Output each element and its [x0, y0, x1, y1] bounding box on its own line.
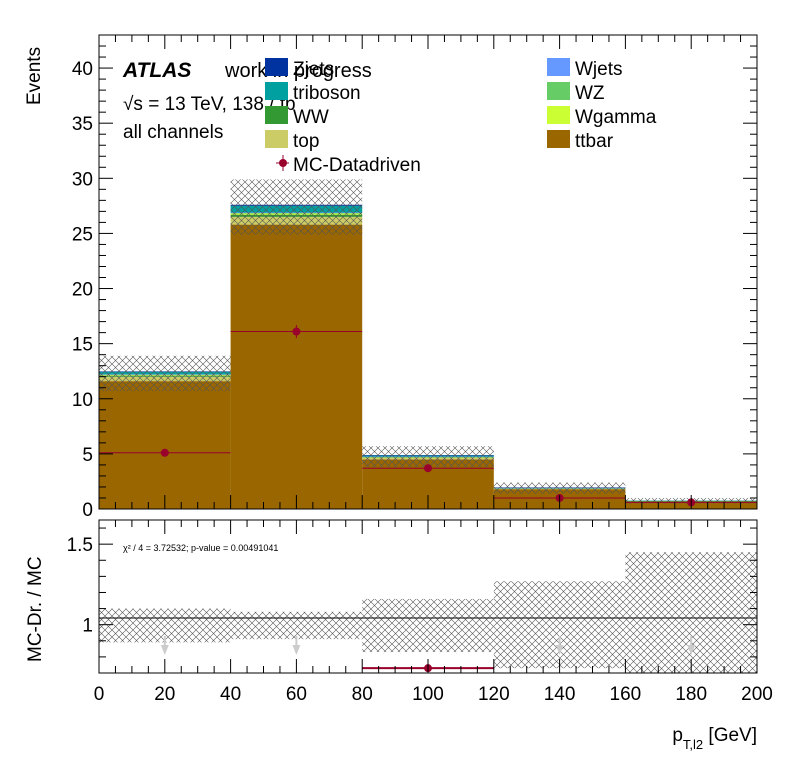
legend-swatch-top — [265, 130, 288, 148]
xtick-label: 40 — [220, 684, 241, 705]
legend-swatch-Wjets — [547, 58, 570, 76]
ratio-band-bin-3 — [493, 581, 626, 669]
legend-swatch-ttbar — [547, 130, 570, 148]
legend-label-Wgamma: Wgamma — [575, 107, 657, 128]
xtick-label: 160 — [610, 684, 642, 705]
main-panel: 0 5 10 15 20 25 30 35 40 Events ATLAS work in pr… — [24, 34, 758, 521]
xtick-label: 200 — [741, 684, 773, 705]
main-ytick-label: 5 — [82, 445, 93, 466]
offscale-arrow-head-2 — [555, 645, 564, 655]
legend-swatch-Wgamma — [547, 106, 570, 124]
main-ytick-label: 20 — [72, 280, 93, 301]
legend-label-WZ: WZ — [575, 83, 605, 104]
data-point-0 — [160, 448, 169, 457]
ratio-y-axis-label: MC-Dr. / MC — [25, 556, 46, 662]
chi2-label: χ² / 4 = 3.72532; p-value = 0.00491041 — [123, 543, 278, 553]
legend-swatch-Zjets — [265, 58, 288, 76]
legend-label-top: top — [293, 131, 319, 152]
main-ytick-label: 40 — [72, 59, 93, 80]
xtick-label: 20 — [154, 684, 175, 705]
offscale-arrow-head-0 — [160, 645, 169, 655]
main-ytick-label: 25 — [72, 224, 93, 245]
ratio-band-bin-1 — [230, 611, 363, 640]
ratio-y-axis: 11.5 — [67, 527, 757, 658]
legend-data-marker — [279, 159, 287, 167]
offscale-arrow-head-1 — [292, 645, 301, 655]
uncertainty-bin-3 — [493, 482, 626, 494]
legend-swatch-triboson — [265, 82, 288, 100]
bar-ttbar-bin-1 — [230, 224, 363, 509]
main-ytick-label: 0 — [82, 500, 93, 521]
ratio-ytick-label: 1.5 — [67, 535, 93, 556]
data-point-2 — [424, 464, 432, 473]
uncertainty-bin-0 — [99, 355, 231, 392]
main-ytick-label: 15 — [72, 335, 93, 356]
main-ytick-label: 30 — [72, 169, 93, 190]
x-axis: 0 20 40 60 80 100 120 140 160 180 200 — [94, 520, 773, 705]
legend-label-Zjets: Zjets — [293, 59, 334, 80]
legend-swatch-WW — [265, 106, 288, 124]
ratio-band-bin-2 — [362, 598, 494, 653]
offscale-arrows — [160, 636, 696, 655]
atlas-label: ATLAS — [122, 59, 191, 82]
xtick-label: 80 — [352, 684, 373, 705]
legend-label-Wjets: Wjets — [575, 59, 623, 80]
main-y-axis: 0 5 10 15 20 25 30 35 40 — [72, 45, 757, 521]
xtick-label: 60 — [286, 684, 307, 705]
xtick-label: 180 — [675, 684, 707, 705]
legend-swatch-WZ — [547, 82, 570, 100]
xtick-label: 0 — [94, 684, 105, 705]
xtick-label: 100 — [412, 684, 444, 705]
legend-label-WW: WW — [293, 107, 329, 128]
main-ytick-label: 35 — [72, 114, 93, 135]
channel-label: all channels — [123, 122, 223, 143]
bar-ttbar-bin-0 — [99, 381, 231, 509]
xtick-label: 120 — [478, 684, 510, 705]
uncertainty-bin-2 — [362, 446, 494, 468]
main-y-axis-label: Events — [24, 47, 45, 105]
ratio-ytick-label: 1 — [82, 616, 93, 637]
legend: Zjets triboson WW top MC-Datadriven Wjets WZ Wg… — [265, 58, 657, 176]
xtick-label: 140 — [544, 684, 576, 705]
data-point-1 — [292, 327, 301, 336]
legend-label-MC-Datadriven: MC-Datadriven — [293, 155, 421, 176]
legend-label-ttbar: ttbar — [575, 131, 614, 152]
main-ytick-label: 10 — [72, 390, 93, 411]
x-axis-label: pT,l2 [GeV] — [672, 725, 757, 752]
legend-label-triboson: triboson — [293, 83, 361, 104]
main-x-ticks — [98, 35, 758, 509]
atlas-status-label: work in progress — [224, 60, 372, 82]
ratio-panel: 11.5 0 20 40 60 80 100 120 140 160 180 200 MC-Dr. … — [25, 519, 773, 752]
uncertainty-bin-1 — [230, 179, 363, 235]
energy-luminosity-label: √s = 13 TeV, 138 / fb — [123, 94, 296, 115]
offscale-arrow-head-3 — [687, 645, 696, 655]
ratio-uncertainty-band — [99, 552, 757, 673]
